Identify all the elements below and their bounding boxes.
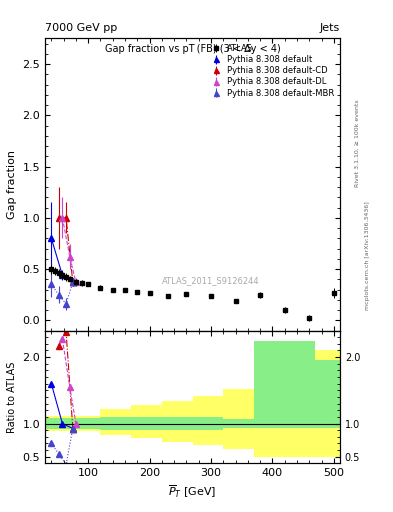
Text: Rivet 3.1.10, ≥ 100k events: Rivet 3.1.10, ≥ 100k events (355, 99, 360, 187)
Text: Jets: Jets (320, 23, 340, 33)
Text: 7000 GeV pp: 7000 GeV pp (45, 23, 118, 33)
Y-axis label: Ratio to ATLAS: Ratio to ATLAS (7, 361, 17, 433)
Y-axis label: Gap fraction: Gap fraction (7, 150, 17, 219)
Text: mcplots.cern.ch [arXiv:1306.3436]: mcplots.cern.ch [arXiv:1306.3436] (365, 202, 370, 310)
Text: Gap fraction vs pT (FB) (3 < Δy < 4): Gap fraction vs pT (FB) (3 < Δy < 4) (105, 44, 281, 54)
Legend: ATLAS, Pythia 8.308 default, Pythia 8.308 default-CD, Pythia 8.308 default-DL, P: ATLAS, Pythia 8.308 default, Pythia 8.30… (207, 42, 336, 99)
Text: ATLAS_2011_S9126244: ATLAS_2011_S9126244 (162, 276, 259, 285)
X-axis label: $\overline{P}_T$ [GeV]: $\overline{P}_T$ [GeV] (169, 484, 217, 500)
